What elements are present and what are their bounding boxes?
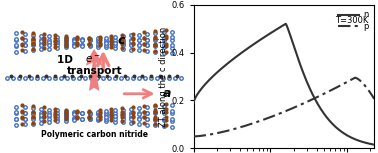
Text: a: a bbox=[163, 87, 171, 100]
Text: c: c bbox=[118, 34, 125, 47]
Text: 1D: 1D bbox=[57, 55, 76, 65]
Text: $e^-$: $e^-$ bbox=[85, 54, 101, 65]
Y-axis label: ZT along the c direction: ZT along the c direction bbox=[160, 26, 169, 127]
Legend: n, p: n, p bbox=[335, 7, 372, 34]
Text: transport: transport bbox=[67, 66, 122, 76]
Text: Polymeric carbon nitride: Polymeric carbon nitride bbox=[40, 130, 148, 138]
Text: T=300K: T=300K bbox=[335, 16, 369, 25]
